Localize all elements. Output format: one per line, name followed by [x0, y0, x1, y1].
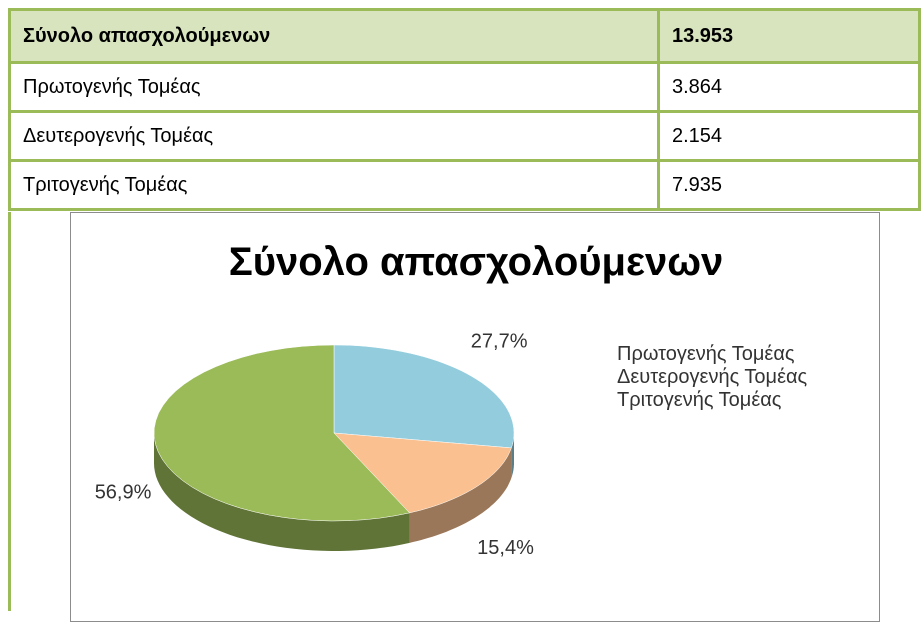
- table-cell: Δευτερογενής Τομέας: [8, 110, 660, 162]
- table-cell: Σύνολο απασχολούμενων: [8, 8, 660, 64]
- pie-slice: [333, 344, 515, 449]
- legend-item: Τριτογενής Τομέας: [611, 389, 861, 412]
- legend-label: Πρωτογενής Τομέας: [617, 343, 795, 365]
- legend: Πρωτογενής Τομέας Δευτερογενής Τομέας Τριτ…: [611, 343, 861, 412]
- table-row: Σύνολο απασχολούμενων 13.953: [8, 8, 921, 64]
- table-cell: 3.864: [657, 61, 921, 113]
- table-cell: Τριτογενής Τομέας: [8, 159, 660, 211]
- chart-title: Σύνολο απασχολούμενων: [229, 240, 724, 284]
- data-label: 27,7%: [471, 331, 528, 353]
- legend-item: Πρωτογενής Τομέας: [611, 343, 861, 366]
- data-label: 56,9%: [95, 482, 152, 504]
- data-table: Σύνολο απασχολούμενων 13.953 Πρωτογενής Το…: [8, 8, 921, 211]
- pie-slice: [153, 344, 411, 522]
- table-cell: Πρωτογενής Τομέας: [8, 61, 660, 113]
- data-label: 15,4%: [477, 537, 534, 559]
- pie-side: [409, 447, 512, 543]
- pie-side: [511, 433, 514, 478]
- table-cell: 2.154: [657, 110, 921, 162]
- legend-item: Δευτερογενής Τομέας: [611, 366, 861, 389]
- chart: Σύνολο απασχολούμενων 27,7% 15,4% 56,9% Πρ…: [70, 212, 880, 622]
- border: [8, 212, 11, 611]
- legend-label: Τριτογενής Τομέας: [617, 389, 782, 411]
- table-row: Πρωτογενής Τομέας 3.864: [8, 61, 921, 113]
- pie-side: [154, 433, 410, 551]
- chart-svg: Σύνολο απασχολούμενων 27,7% 15,4% 56,9%: [95, 240, 724, 559]
- table-cell: 7.935: [657, 159, 921, 211]
- pie-slice: [333, 432, 512, 514]
- table-cell: 13.953: [657, 8, 921, 64]
- table-row: Τριτογενής Τομέας 7.935: [8, 159, 921, 211]
- legend-label: Δευτερογενής Τομέας: [617, 366, 808, 388]
- table-row: Δευτερογενής Τομέας 2.154: [8, 110, 921, 162]
